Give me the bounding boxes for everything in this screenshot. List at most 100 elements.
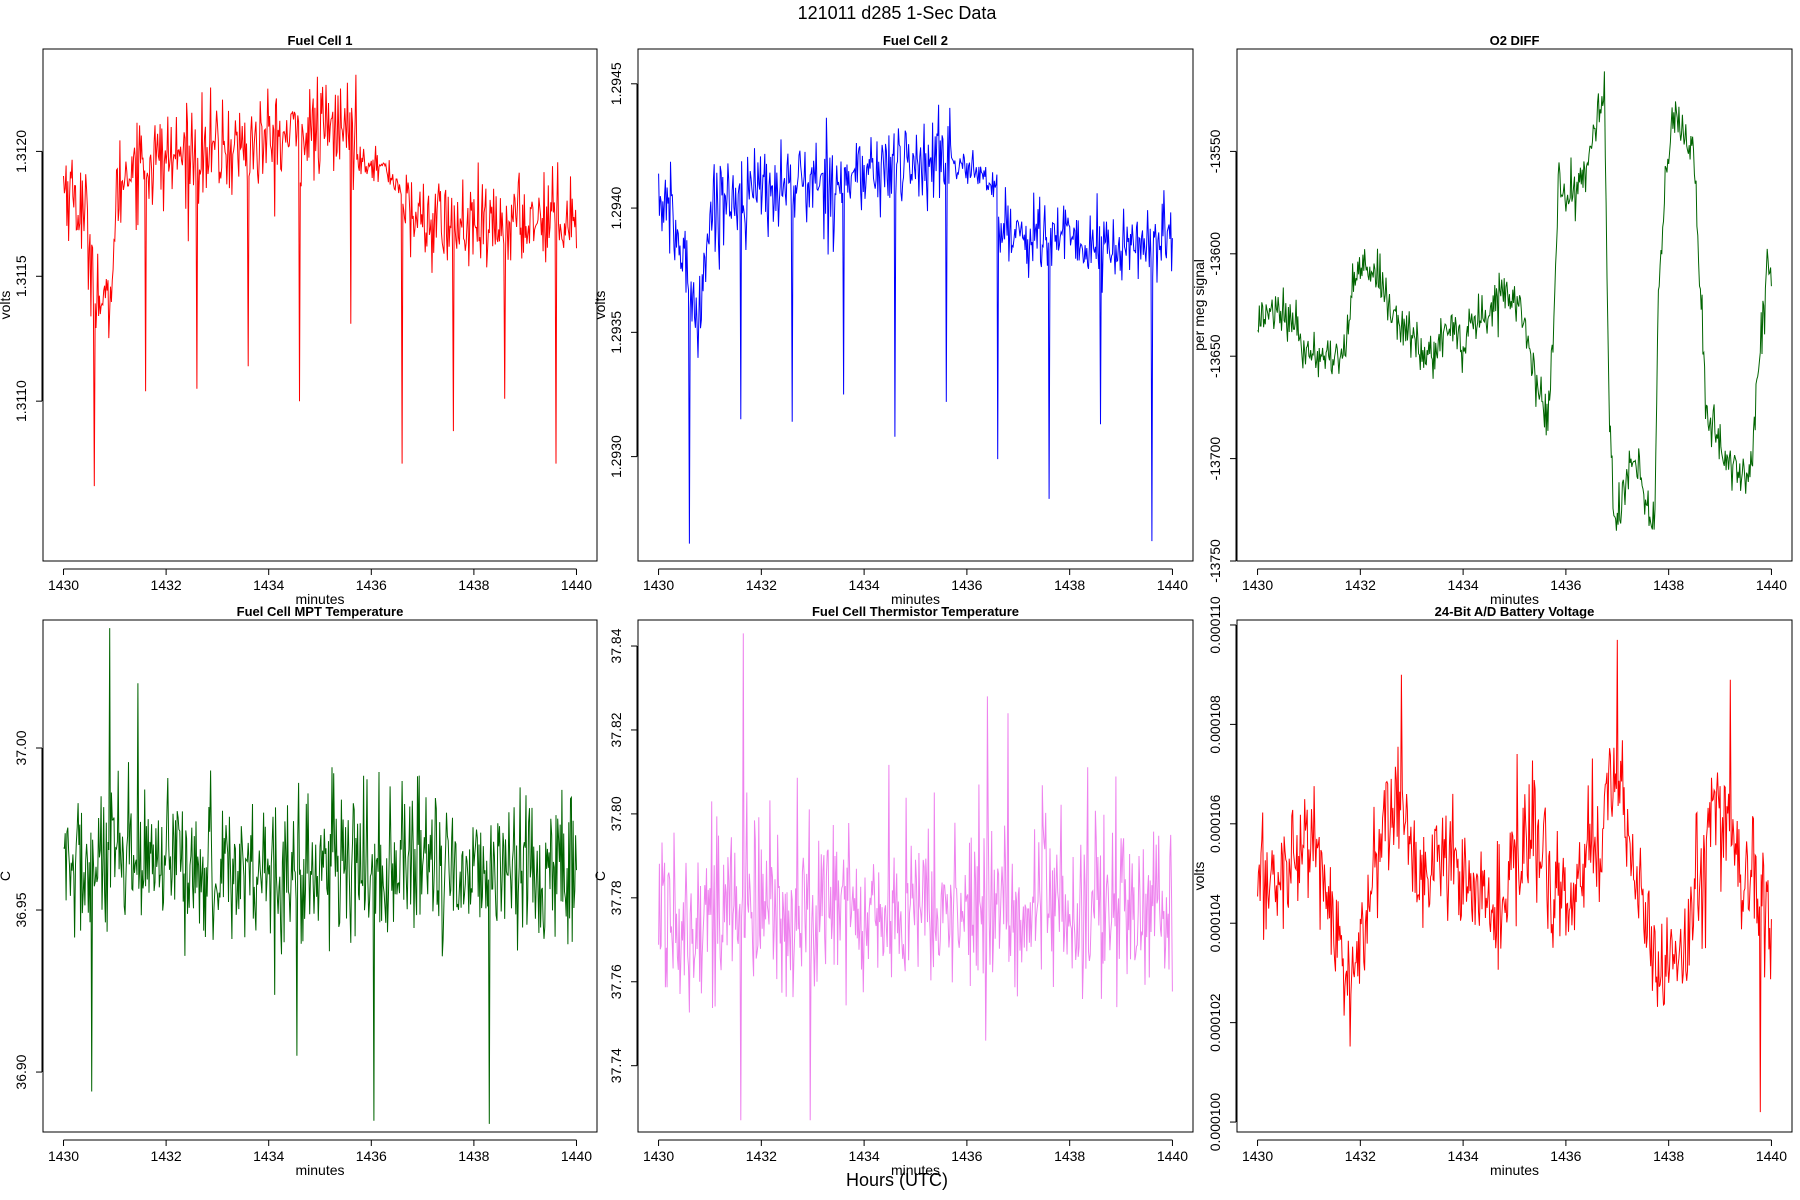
y-tick-label: 37.74 — [608, 1048, 624, 1083]
x-tick-label: 1434 — [253, 577, 284, 593]
x-tick-label: 1434 — [849, 1148, 880, 1164]
y-tick-label: 1.3115 — [13, 255, 29, 297]
x-axis-label: minutes — [1490, 1162, 1539, 1178]
panels: Fuel Cell 1 1430 1432 1434 1436 1438 1440 minut… — [0, 33, 1793, 1178]
x-axis-label: minutes — [295, 1162, 344, 1178]
y-tick-label: 1.3110 — [13, 380, 29, 422]
x-tick-label: 1434 — [253, 1148, 284, 1164]
x-tick-label: 1440 — [1756, 577, 1787, 593]
y-tick-label: -13550 — [1207, 129, 1223, 173]
y-tick-label: 37.00 — [13, 730, 29, 765]
y-tick-label: 1.2945 — [608, 62, 624, 105]
x-tick-label: 1436 — [951, 1148, 982, 1164]
y-tick-label: 0.000102 — [1207, 993, 1223, 1052]
y-tick-label: 37.76 — [608, 964, 624, 999]
panel-title: O2 DIFF — [1490, 33, 1540, 48]
x-tick-label: 1432 — [1345, 1148, 1376, 1164]
x-tick-label: 1430 — [48, 577, 79, 593]
x-tick-label: 1432 — [151, 577, 182, 593]
x-axis-label: minutes — [891, 1162, 940, 1178]
series-line — [63, 74, 577, 487]
y-tick-label: -13700 — [1207, 437, 1223, 481]
y-tick-label: 36.90 — [13, 1054, 29, 1089]
x-tick-label: 1432 — [746, 577, 777, 593]
series-line — [1257, 71, 1772, 531]
x-tick-label: 1432 — [1345, 577, 1376, 593]
x-axis-label: minutes — [295, 591, 344, 607]
y-tick-label: 1.2935 — [608, 311, 624, 354]
y-tick-label: 36.95 — [13, 892, 29, 927]
plot-frame — [1236, 48, 1793, 562]
x-tick-label: 1432 — [151, 1148, 182, 1164]
x-tick-label: 1440 — [1157, 1148, 1188, 1164]
x-tick-label: 1430 — [643, 577, 674, 593]
y-axis-label: volts — [592, 291, 608, 320]
x-tick-label: 1436 — [951, 577, 982, 593]
x-tick-label: 1438 — [1653, 577, 1684, 593]
x-tick-label: 1438 — [1054, 1148, 1085, 1164]
x-tick-label: 1436 — [1550, 577, 1581, 593]
x-tick-label: 1430 — [48, 1148, 79, 1164]
y-axis-label: C — [592, 871, 608, 881]
y-tick-label: -13750 — [1207, 539, 1223, 583]
series-line — [1257, 639, 1772, 1113]
plot-frame — [637, 48, 1194, 562]
x-tick-label: 1436 — [356, 1148, 387, 1164]
x-tick-label: 1436 — [356, 577, 387, 593]
plot-frame — [42, 619, 598, 1133]
series-line — [63, 628, 577, 1124]
y-tick-label: 37.80 — [608, 796, 624, 831]
y-tick-label: 0.000104 — [1207, 894, 1223, 953]
y-axis-label: volts — [0, 291, 13, 320]
series-line — [658, 104, 1173, 544]
x-tick-label: 1434 — [1448, 577, 1479, 593]
x-tick-label: 1440 — [1756, 1148, 1787, 1164]
plot-frame — [42, 48, 598, 562]
panel-2: Fuel Cell 2 1430 1432 1434 1436 1438 1440 minut… — [592, 33, 1194, 607]
x-tick-label: 1438 — [458, 577, 489, 593]
y-tick-label: 37.84 — [608, 628, 624, 663]
x-tick-label: 1436 — [1550, 1148, 1581, 1164]
y-tick-label: -13600 — [1207, 232, 1223, 276]
y-tick-label: 0.000110 — [1207, 596, 1223, 654]
x-axis-hours-label: Hours (UTC) — [846, 1170, 948, 1190]
series-line — [658, 633, 1173, 1121]
x-tick-label: 1438 — [458, 1148, 489, 1164]
panel-6: 24-Bit A/D Battery Voltage 1430 1432 1434 14… — [1191, 596, 1793, 1178]
y-tick-label: 1.2930 — [608, 435, 624, 478]
x-tick-label: 1432 — [746, 1148, 777, 1164]
plot-frame — [1236, 619, 1793, 1133]
panel-1: Fuel Cell 1 1430 1432 1434 1436 1438 1440 minut… — [0, 33, 598, 607]
y-axis-label: C — [0, 871, 13, 881]
x-tick-label: 1430 — [1242, 1148, 1273, 1164]
plot-frame — [637, 619, 1194, 1133]
x-tick-label: 1434 — [849, 577, 880, 593]
y-tick-label: 1.2940 — [608, 186, 624, 229]
panel-5: Fuel Cell Thermistor Temperature 1430 1432… — [592, 604, 1194, 1178]
y-axis-label: volts — [1191, 862, 1207, 891]
panel-title: Fuel Cell MPT Temperature — [237, 604, 404, 619]
figure-title: 121011 d285 1-Sec Data — [798, 3, 998, 23]
panel-title: Fuel Cell 1 — [287, 33, 352, 48]
x-tick-label: 1430 — [643, 1148, 674, 1164]
y-tick-label: 37.82 — [608, 712, 624, 747]
x-axis-label: minutes — [1490, 591, 1539, 607]
y-tick-label: 0.000106 — [1207, 794, 1223, 853]
y-tick-label: 0.000100 — [1207, 1093, 1223, 1152]
x-tick-label: 1430 — [1242, 577, 1273, 593]
x-axis-label: minutes — [891, 591, 940, 607]
panel-3: O2 DIFF 1430 1432 1434 1436 1438 1440 minutes -1… — [1191, 33, 1793, 607]
y-axis-label: per meg signal — [1191, 259, 1207, 351]
x-tick-label: 1438 — [1054, 577, 1085, 593]
x-tick-label: 1440 — [561, 1148, 592, 1164]
panel-4: Fuel Cell MPT Temperature 1430 1432 1434 143… — [0, 604, 598, 1178]
x-tick-label: 1434 — [1448, 1148, 1479, 1164]
x-tick-label: 1438 — [1653, 1148, 1684, 1164]
panel-title: Fuel Cell 2 — [883, 33, 948, 48]
panel-title: 24-Bit A/D Battery Voltage — [1435, 604, 1595, 619]
panel-title: Fuel Cell Thermistor Temperature — [812, 604, 1019, 619]
y-tick-label: -13650 — [1207, 334, 1223, 378]
y-tick-label: 0.000108 — [1207, 695, 1223, 754]
x-tick-label: 1440 — [561, 577, 592, 593]
